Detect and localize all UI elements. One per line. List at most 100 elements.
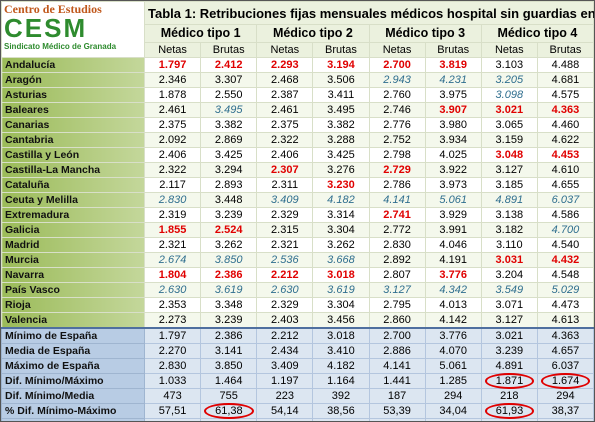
cell: 4.891	[480, 192, 538, 208]
row-label: Rioja	[1, 297, 145, 313]
cell: 57,51	[143, 403, 202, 419]
cell: 2.795	[368, 297, 426, 313]
cell: 2.536	[256, 252, 314, 268]
data-row: Andalucía 1.797 2.412 2.293 3.194 2.700 3.819 3…	[1, 57, 594, 73]
cell: 1.033	[143, 373, 202, 389]
cell: 61,38	[200, 402, 258, 419]
cell: 2.760	[368, 87, 426, 103]
row-label: Extremadura	[1, 207, 145, 223]
cell: 3.098	[480, 87, 538, 103]
cell: 3.409	[256, 358, 314, 374]
logo-line1: Centro de Estudios	[4, 2, 102, 16]
highlight-circle: 1.674	[540, 372, 591, 389]
cell: 53,39	[368, 403, 426, 419]
data-row: Asturias 1.878 2.550 2.387 3.411 2.760 3.975 3.…	[1, 87, 594, 103]
cell: 4.070	[424, 343, 482, 359]
cell: 38,56	[312, 403, 370, 419]
cell: 3.776	[424, 327, 482, 344]
cell: 3.127	[480, 162, 538, 178]
cell: 2.293	[256, 57, 314, 73]
cell: 3.262	[312, 237, 370, 253]
cell: 7,78	[424, 418, 482, 421]
group-header: Médico tipo 3	[368, 24, 482, 43]
cell: 2.860	[368, 312, 426, 329]
data-row: Galicia 1.855 2.524 2.315 3.304 2.772 3.991 3.1…	[1, 222, 594, 238]
cell: 2.434	[256, 343, 314, 359]
row-label: Castilla y León	[1, 147, 145, 163]
cell: 2.386	[200, 327, 258, 344]
cell: 3.850	[200, 252, 258, 268]
cell: 4.681	[536, 72, 594, 88]
cell: 3.549	[480, 282, 538, 298]
cell: 2.830	[368, 237, 426, 253]
row-label: Baleares	[1, 102, 145, 118]
data-row: Baleares 2.461 3.495 2.461 3.495 2.746 3.907 3.…	[1, 102, 594, 118]
row-label: Aragón	[1, 72, 145, 88]
cell: 3.907	[424, 102, 482, 118]
data-row: Castilla-La Mancha 2.322 3.294 2.307 3.276 2.…	[1, 162, 594, 178]
row-label: Asturias	[1, 87, 145, 103]
cell: 4.655	[536, 177, 594, 193]
cell: 3.668	[312, 252, 370, 268]
cell: 2.700	[368, 57, 426, 73]
cell: 2.329	[256, 207, 314, 223]
subheader: Brutas	[200, 42, 258, 58]
cell: 3.071	[480, 297, 538, 313]
cell: 2.353	[143, 297, 202, 313]
summary-row: Dif. Mínimo/Máximo 1.033 1.464 1.197 1.164 1.…	[1, 372, 594, 389]
cell: 6.037	[536, 358, 594, 374]
row-label: Valencia	[1, 312, 145, 329]
cell: 3.239	[200, 207, 258, 223]
cell: 3.239	[480, 343, 538, 359]
cell: 2.386	[200, 267, 258, 283]
row-label: Canarias	[1, 117, 145, 133]
cell: 4.141	[368, 358, 426, 374]
cell: 2.322	[143, 162, 202, 178]
group-header: Médico tipo 1	[143, 24, 258, 43]
row-label: Máximo de España	[1, 358, 145, 374]
cell: 2.375	[256, 117, 314, 133]
cell: 3.194	[312, 57, 370, 73]
cell: 3.288	[312, 132, 370, 148]
cell: 4.891	[480, 358, 538, 374]
summary-row: % Dif. Mínimo-Máximo 57,51 61,38 54,14 38,56…	[1, 402, 594, 419]
subheader-row: Netas Brutas Netas Brutas Netas Brutas Netas Br…	[2, 42, 594, 58]
cell: 3.409	[256, 192, 314, 208]
cell: 3.975	[424, 87, 482, 103]
cell: 3.127	[368, 282, 426, 298]
cell: 2.893	[200, 177, 258, 193]
cell: 2.322	[256, 132, 314, 148]
cell: 2.729	[368, 162, 426, 178]
cell: 10,06	[256, 418, 314, 421]
cell: 2.461	[256, 102, 314, 118]
cell: 3.239	[200, 312, 258, 329]
cell: 223	[256, 388, 314, 404]
cell: 1.164	[312, 373, 370, 389]
row-label: Galicia	[1, 222, 145, 238]
cell: 392	[312, 388, 370, 404]
cell: 2.630	[256, 282, 314, 298]
cell: 2.270	[143, 343, 202, 359]
highlight-circle: 61,93	[484, 402, 535, 419]
row-label: % Dif. Mínimo-Máximo	[1, 403, 145, 419]
cell: 3.348	[200, 297, 258, 313]
cell: 2.346	[143, 72, 202, 88]
cell: 54,14	[256, 403, 314, 419]
cell: 2.869	[200, 132, 258, 148]
subheader: Brutas	[536, 42, 594, 58]
cell: 4.473	[536, 297, 594, 313]
cell: 2.311	[256, 177, 314, 193]
cell: 473	[143, 388, 202, 404]
data-row: Valencia 2.273 3.239 2.403 3.456 2.860 4.142 3.…	[1, 312, 594, 329]
cell: 3.410	[312, 343, 370, 359]
cell: 5.061	[424, 358, 482, 374]
cell: 2.321	[143, 237, 202, 253]
cell: 3.382	[312, 117, 370, 133]
cell: 3.850	[200, 358, 258, 374]
cell: 2.786	[368, 177, 426, 193]
cell: 4.025	[424, 147, 482, 163]
data-row: Aragón 2.346 3.307 2.468 3.506 2.943 4.231 3.20…	[1, 72, 594, 88]
cell: 2.315	[256, 222, 314, 238]
